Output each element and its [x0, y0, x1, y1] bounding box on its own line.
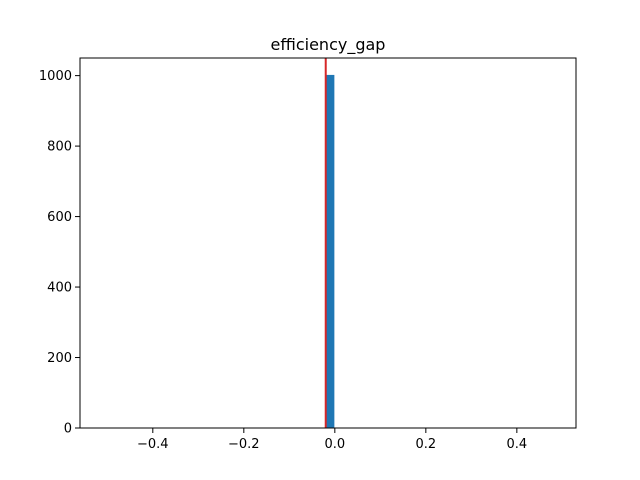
x-tick-label: −0.2: [228, 437, 260, 452]
plot-area: [324, 58, 335, 429]
y-tick-label: 400: [47, 281, 72, 296]
x-tick-label: 0.2: [415, 437, 436, 452]
chart-title: efficiency_gap: [271, 35, 386, 55]
x-tick-label: 0.4: [507, 437, 528, 452]
x-tick-label: −0.4: [137, 437, 169, 452]
x-tick-label: 0.0: [324, 437, 345, 452]
x-axis: −0.4 −0.2 0.0 0.2 0.4: [137, 428, 527, 452]
y-tick-label: 600: [47, 210, 72, 225]
y-tick-label: 200: [47, 351, 72, 366]
histogram-bar: [325, 74, 335, 429]
y-tick-label: 0: [64, 422, 72, 437]
y-axis: 0 200 400 600 800 1000: [39, 69, 80, 437]
y-tick-label: 800: [47, 140, 72, 155]
y-tick-label: 1000: [39, 69, 72, 84]
plot-frame: [79, 57, 577, 429]
